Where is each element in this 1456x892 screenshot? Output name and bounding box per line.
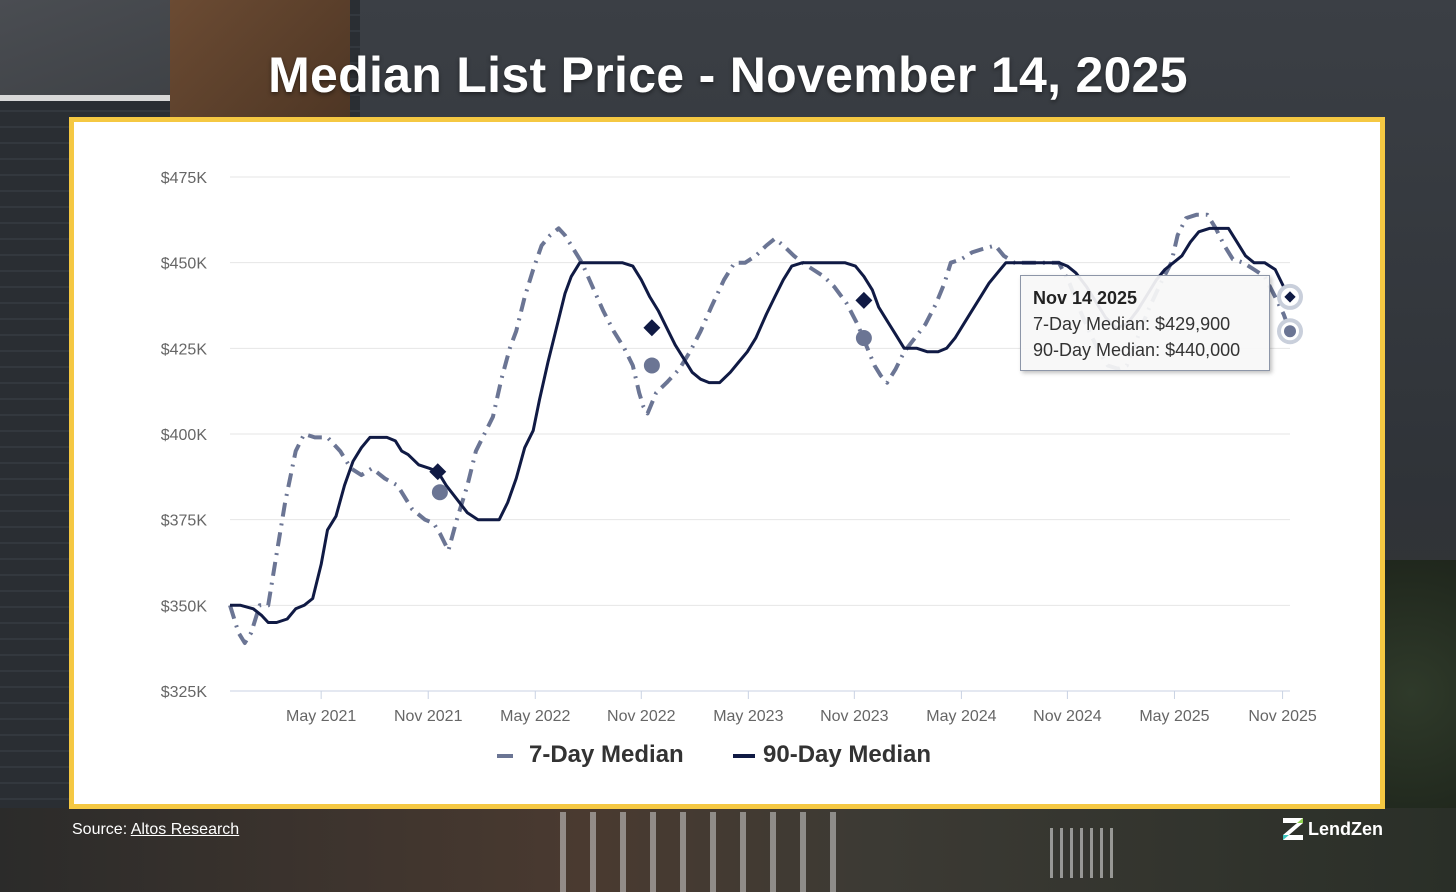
page-title: Median List Price - November 14, 2025 — [268, 47, 1188, 103]
x-tick-label: May 2022 — [500, 708, 570, 725]
source-label: Source: — [72, 821, 128, 838]
x-axis-labels: May 2021 Nov 2021 May 2022 Nov 2022 May 2023… — [286, 708, 1317, 725]
legend-label-90day: 90-Day Median — [763, 741, 931, 768]
y-tick-label: $450K — [161, 256, 208, 273]
y-tick-label: $400K — [161, 427, 208, 444]
marker-90day-point — [855, 291, 873, 309]
x-tick-label: May 2025 — [1139, 708, 1209, 725]
marker-90day-point — [643, 319, 661, 337]
marker-7day-point — [643, 357, 660, 374]
y-tick-label: $325K — [161, 684, 208, 701]
x-tick-label: May 2021 — [286, 708, 356, 725]
x-tick-label: Nov 2024 — [1033, 708, 1102, 725]
tooltip-90day-value: 90-Day Median: $440,000 — [1033, 340, 1241, 360]
chart-card: $325K $350K $375K $400K $425K $450K $475K May … — [69, 117, 1385, 809]
legend-item-7day-median[interactable]: 7-Day Median — [497, 741, 684, 768]
x-tick-label: Nov 2025 — [1248, 708, 1317, 725]
hover-tooltip: Nov 14 2025 7-Day Median: $429,900 90-Da… — [1020, 275, 1270, 371]
y-tick-label: $425K — [161, 341, 208, 358]
lendzen-logo-icon — [1283, 818, 1303, 840]
background-gable — [170, 0, 350, 120]
y-tick-label: $475K — [161, 170, 208, 187]
background-fence — [560, 812, 860, 892]
legend[interactable]: 7-Day Median 90-Day Median — [497, 741, 931, 768]
source-link[interactable]: Altos Research — [130, 821, 240, 838]
y-tick-label: $350K — [161, 598, 208, 615]
x-tick-label: Nov 2023 — [820, 708, 889, 725]
hover-marker-90day — [1284, 291, 1296, 303]
legend-item-90day-median[interactable]: 90-Day Median — [733, 741, 931, 768]
marker-7day-point — [431, 484, 448, 501]
marker-90day-point — [429, 463, 447, 481]
x-tick-label: Nov 2021 — [394, 708, 463, 725]
brand-name: LendZen — [1308, 818, 1383, 839]
hover-marker-7day — [1284, 325, 1296, 338]
y-axis-labels: $325K $350K $375K $400K $425K $450K $475K — [161, 170, 208, 701]
background-balcony — [1050, 828, 1120, 878]
x-tick-label: May 2023 — [713, 708, 783, 725]
line-chart: $325K $350K $375K $400K $425K $450K $475K May … — [161, 170, 1317, 768]
x-tick-label: May 2024 — [926, 708, 996, 725]
source-credit: Source: Altos Research — [72, 821, 239, 839]
tooltip-7day-value: 7-Day Median: $429,900 — [1033, 314, 1231, 334]
brand-logo: LendZen — [1283, 818, 1383, 840]
marker-7day-point — [855, 330, 872, 347]
x-tick-label: Nov 2022 — [607, 708, 676, 725]
series-markers — [429, 283, 1303, 501]
tooltip-date: Nov 14 2025 — [1033, 288, 1138, 308]
legend-label-7day: 7-Day Median — [529, 741, 684, 768]
y-tick-label: $375K — [161, 513, 208, 530]
